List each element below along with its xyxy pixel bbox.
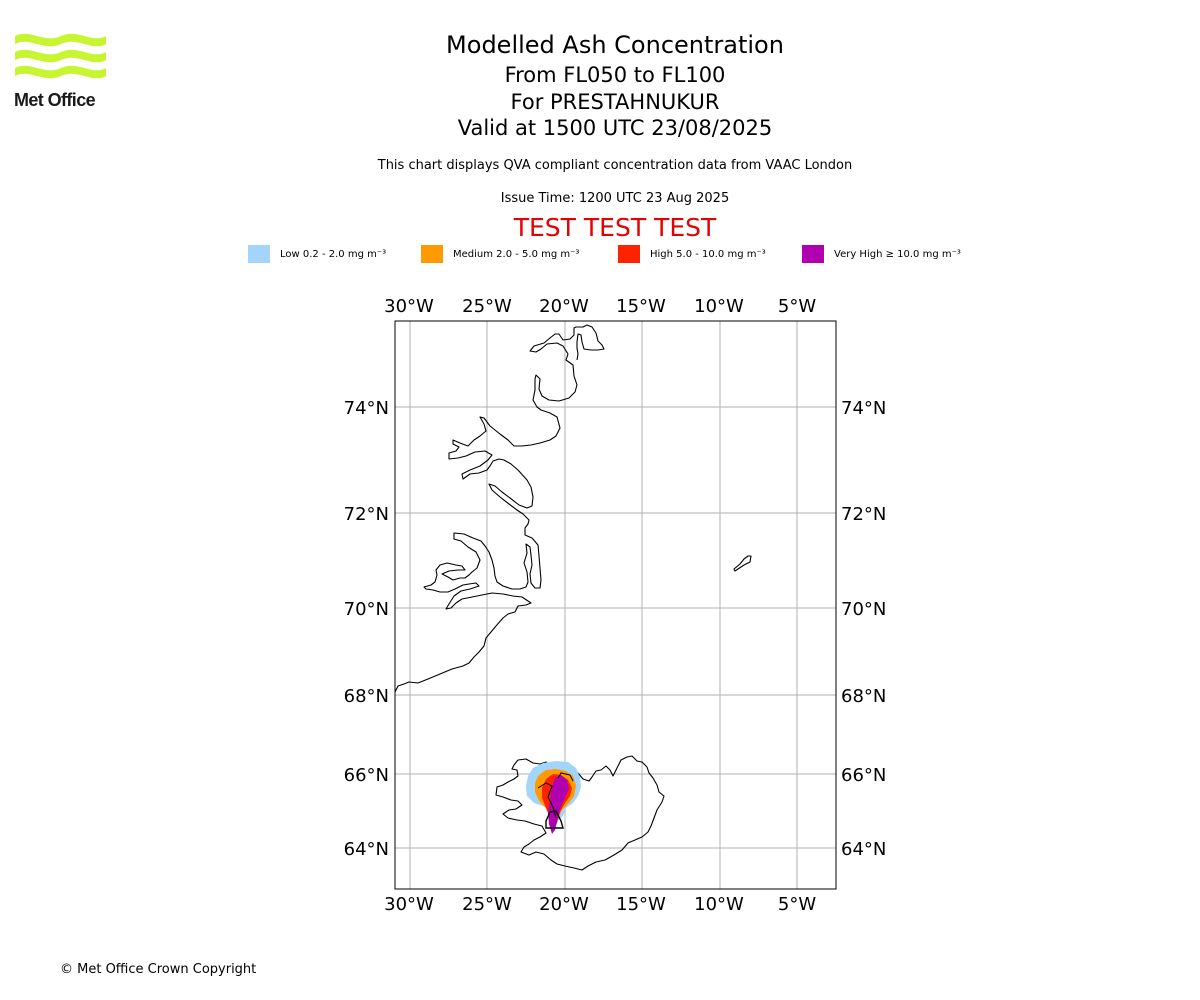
- volcano-marker-outline: [545, 810, 564, 829]
- lat-label: 68°N: [841, 686, 886, 707]
- legend-item-high: High 5.0 - 10.0 mg m⁻³: [618, 244, 766, 264]
- chart-description: This chart displays QVA compliant concen…: [377, 158, 853, 173]
- map-gridlines: [395, 321, 836, 889]
- lon-label: 5°W: [778, 296, 816, 317]
- lat-label: 64°N: [841, 839, 886, 860]
- lat-label: 74°N: [344, 398, 389, 419]
- lat-label: 64°N: [344, 839, 389, 860]
- lon-label: 15°W: [616, 894, 666, 915]
- lat-labels-right: 74°N 72°N 70°N 68°N 66°N 64°N: [841, 398, 886, 860]
- lon-label: 20°W: [539, 894, 589, 915]
- lon-labels-top: 30°W 25°W 20°W 15°W 10°W 5°W: [384, 296, 816, 317]
- met-office-waves-icon: [15, 33, 106, 79]
- chart-title: Modelled Ash Concentration: [446, 31, 784, 59]
- legend-item-low: Low 0.2 - 2.0 mg m⁻³: [248, 244, 386, 264]
- legend-item-very-high: Very High ≥ 10.0 mg m⁻³: [802, 244, 961, 264]
- volcano-name: For PRESTAHNUKUR: [510, 90, 720, 114]
- lat-label: 68°N: [344, 686, 389, 707]
- lat-label: 74°N: [841, 398, 886, 419]
- legend-swatch-high: [618, 245, 640, 263]
- lon-label: 10°W: [694, 894, 744, 915]
- issue-time: Issue Time: 1200 UTC 23 Aug 2025: [500, 191, 730, 206]
- jan-mayen-coastline: [733, 555, 752, 572]
- plume-outline: [537, 782, 557, 819]
- met-office-logo-text: Met Office: [14, 90, 96, 110]
- map-frame: [394, 320, 837, 890]
- legend-label-medium: Medium 2.0 - 5.0 mg m⁻³: [453, 248, 580, 260]
- lon-label: 20°W: [539, 296, 589, 317]
- valid-time: Valid at 1500 UTC 23/08/2025: [457, 116, 773, 140]
- lat-label: 70°N: [841, 599, 886, 620]
- lon-label: 25°W: [462, 296, 512, 317]
- lon-label: 10°W: [694, 296, 744, 317]
- iceland-coastline: [495, 755, 665, 871]
- lon-labels-bottom: 30°W 25°W 20°W 15°W 10°W 5°W: [384, 894, 816, 915]
- lat-label: 66°N: [841, 765, 886, 786]
- legend-swatch-low: [248, 245, 270, 263]
- lon-label: 30°W: [384, 894, 434, 915]
- legend-label-very-high: Very High ≥ 10.0 mg m⁻³: [834, 248, 961, 260]
- legend-label-high: High 5.0 - 10.0 mg m⁻³: [650, 248, 766, 260]
- flight-level-range: From FL050 to FL100: [504, 63, 726, 87]
- lon-label: 5°W: [778, 894, 816, 915]
- legend-swatch-very-high: [802, 245, 824, 263]
- lon-label: 30°W: [384, 296, 434, 317]
- legend-swatch-medium: [421, 245, 443, 263]
- lat-labels-left: 74°N 72°N 70°N 68°N 66°N 64°N: [344, 398, 389, 860]
- lat-label: 66°N: [344, 765, 389, 786]
- ash-plume: [526, 761, 581, 834]
- legend-item-medium: Medium 2.0 - 5.0 mg m⁻³: [421, 244, 579, 264]
- copyright-notice: © Met Office Crown Copyright: [60, 962, 257, 977]
- plume-outline: [557, 772, 574, 782]
- greenland-coastline: [395, 324, 605, 693]
- lon-label: 15°W: [616, 296, 666, 317]
- lat-label: 70°N: [344, 599, 389, 620]
- lat-label: 72°N: [344, 504, 389, 525]
- test-banner: TEST TEST TEST: [513, 213, 717, 242]
- lon-label: 25°W: [462, 894, 512, 915]
- lat-label: 72°N: [841, 504, 886, 525]
- met-office-logo: Met Office: [14, 30, 108, 112]
- coastlines: [395, 324, 752, 871]
- ash-area-very-high: [548, 775, 569, 834]
- legend-label-low: Low 0.2 - 2.0 mg m⁻³: [280, 248, 387, 260]
